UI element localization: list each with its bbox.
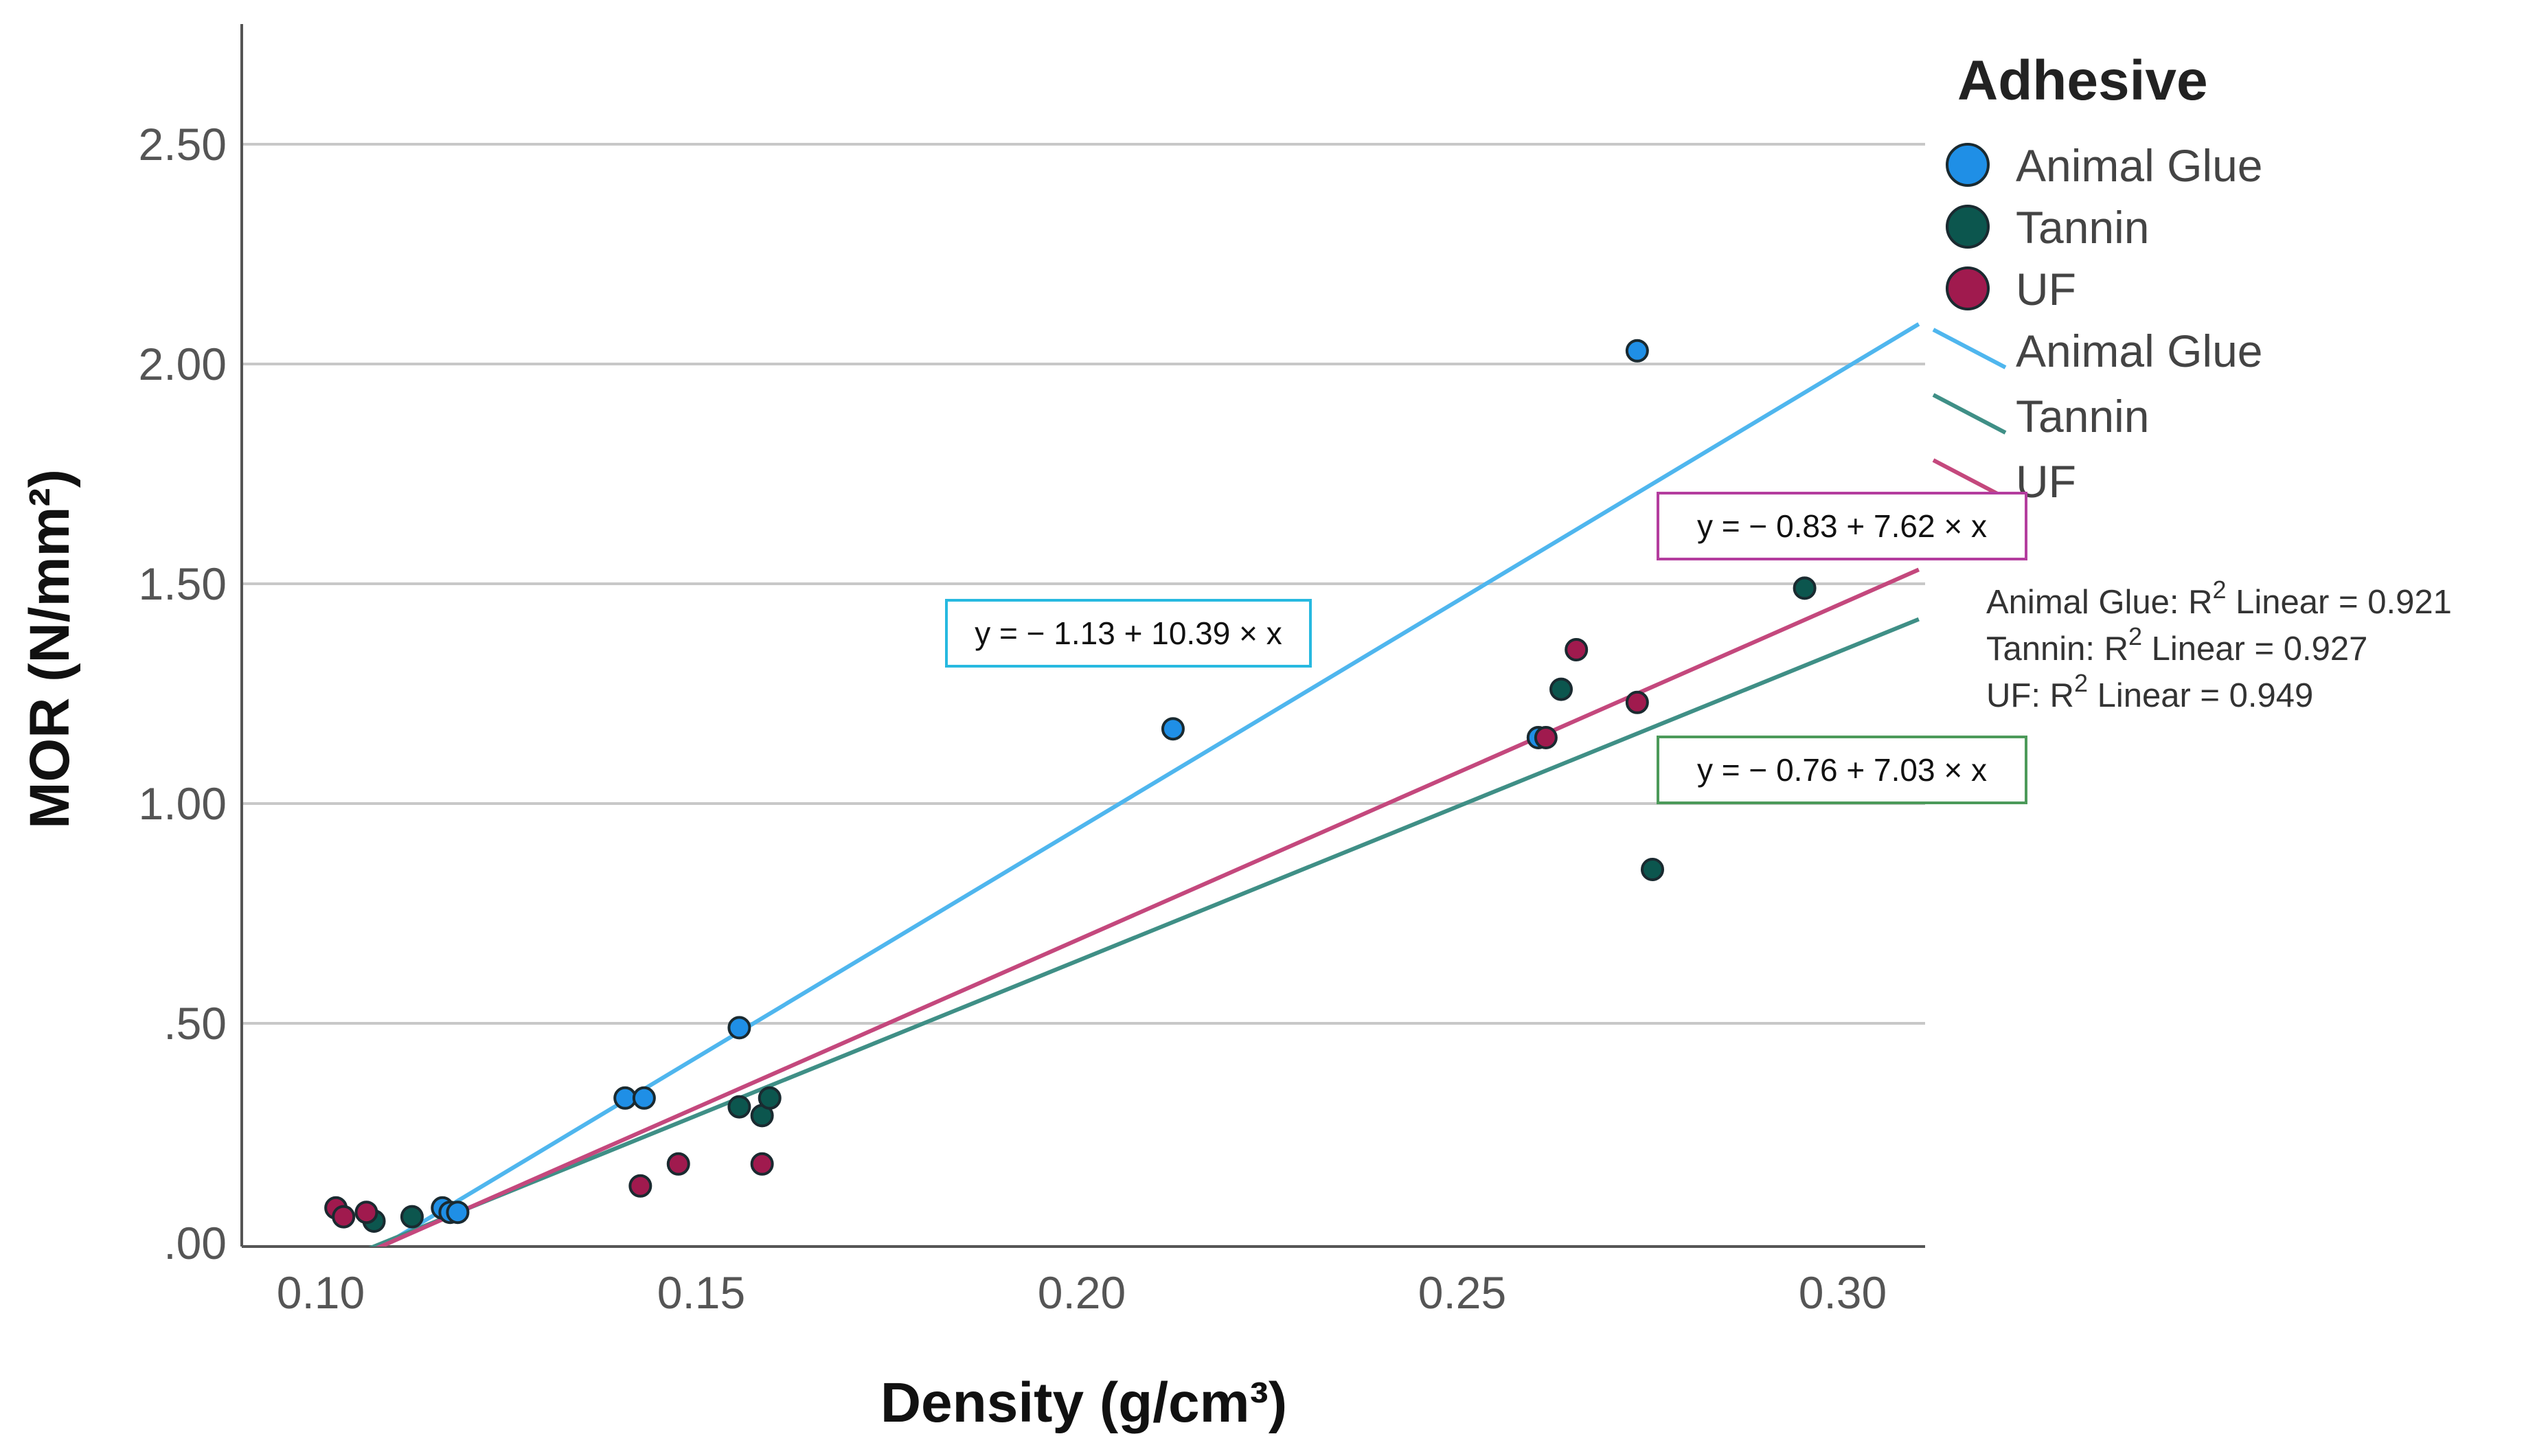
legend-label-animal-glue: Animal Glue xyxy=(2016,140,2263,191)
y-tick-label: 2.50 xyxy=(139,119,227,170)
r2-text-tannin: Tannin: R2 Linear = 0.927 xyxy=(1986,622,2367,668)
legend-markers: Animal Glue Tannin UF xyxy=(1946,140,2263,315)
y-tick-label: .00 xyxy=(163,1218,227,1269)
legend-line-animal-glue xyxy=(1932,328,2007,369)
x-tick-label: 0.15 xyxy=(657,1267,745,1318)
grid xyxy=(242,143,1925,1025)
fit-lines xyxy=(368,322,1920,1247)
y-tick-label: 1.50 xyxy=(139,558,227,609)
r2-text-animal-glue: Animal Glue: R2 Linear = 0.921 xyxy=(1986,576,2452,621)
fit-line-tannin xyxy=(368,617,1920,1247)
legend-label-tannin: Tannin xyxy=(2016,202,2150,253)
legend-line-label-animal-glue: Animal Glue xyxy=(2016,326,2263,376)
x-tick-label: 0.10 xyxy=(277,1267,365,1318)
fit-line-uf xyxy=(376,567,1920,1247)
point-uf xyxy=(1625,690,1649,714)
point-uf xyxy=(1534,726,1558,749)
x-axis-title: Density (g/cm³) xyxy=(880,1372,1287,1434)
legend-title: Adhesive xyxy=(1957,49,2208,112)
equation-box-animal-glue xyxy=(945,599,1312,668)
point-tannin xyxy=(727,1095,751,1119)
point-uf xyxy=(1565,638,1589,661)
point-uf xyxy=(628,1174,652,1198)
legend-label-uf: UF xyxy=(2016,264,2076,315)
point-tannin xyxy=(400,1205,424,1229)
point-tannin xyxy=(1549,677,1573,701)
equation-box-tannin xyxy=(1657,736,2027,804)
point-animal-glue xyxy=(1161,717,1185,741)
x-tick-label: 0.25 xyxy=(1418,1267,1506,1318)
point-tannin xyxy=(758,1086,782,1110)
point-tannin xyxy=(1641,858,1664,881)
equation-boxes: y = − 1.13 + 10.39 × x y = − 0.76 + 7.03 … xyxy=(945,492,2027,804)
y-tick-label: .50 xyxy=(163,998,227,1049)
data-points xyxy=(324,339,1817,1233)
legend-line-tannin xyxy=(1932,393,2007,435)
legend-marker-tannin xyxy=(1946,205,1990,249)
point-animal-glue xyxy=(1625,339,1649,363)
point-uf xyxy=(750,1152,774,1176)
point-animal-glue xyxy=(727,1016,751,1040)
point-animal-glue xyxy=(446,1201,470,1225)
equation-box-uf xyxy=(1657,492,2027,560)
point-animal-glue xyxy=(632,1086,656,1110)
x-tick-label: 0.20 xyxy=(1038,1267,1126,1318)
equation-text-animal-glue: y = − 1.13 + 10.39 × x xyxy=(975,615,1282,651)
point-uf xyxy=(332,1205,356,1229)
x-tick-label: 0.30 xyxy=(1799,1267,1887,1318)
point-tannin xyxy=(1793,576,1817,600)
r2-text-uf: UF: R2 Linear = 0.949 xyxy=(1986,669,2313,714)
legend-line-label-tannin: Tannin xyxy=(2016,391,2150,442)
tick-labels: .00 .50 1.00 1.50 2.00 2.50 0.10 0.15 0.20 0.25 0.… xyxy=(139,119,1887,1318)
legend-marker-uf xyxy=(1946,266,1990,310)
axes xyxy=(240,24,1925,1248)
y-tick-label: 2.00 xyxy=(139,339,227,389)
point-animal-glue xyxy=(613,1086,637,1110)
y-tick-label: 1.00 xyxy=(139,778,227,829)
fit-line-animal-glue xyxy=(377,322,1920,1247)
legend: Adhesive Animal Glue Tannin UF Animal Glue… xyxy=(1932,49,2263,507)
y-axis-title: MOR (N/mm²) xyxy=(19,469,81,829)
equation-text-tannin: y = − 0.76 + 7.03 × x xyxy=(1697,752,1987,788)
equation-text-uf: y = − 0.83 + 7.62 × x xyxy=(1697,508,1987,544)
point-uf xyxy=(666,1152,690,1176)
legend-marker-animal-glue xyxy=(1946,143,1990,187)
legend-line-uf xyxy=(1932,458,2007,500)
point-uf xyxy=(354,1201,378,1225)
